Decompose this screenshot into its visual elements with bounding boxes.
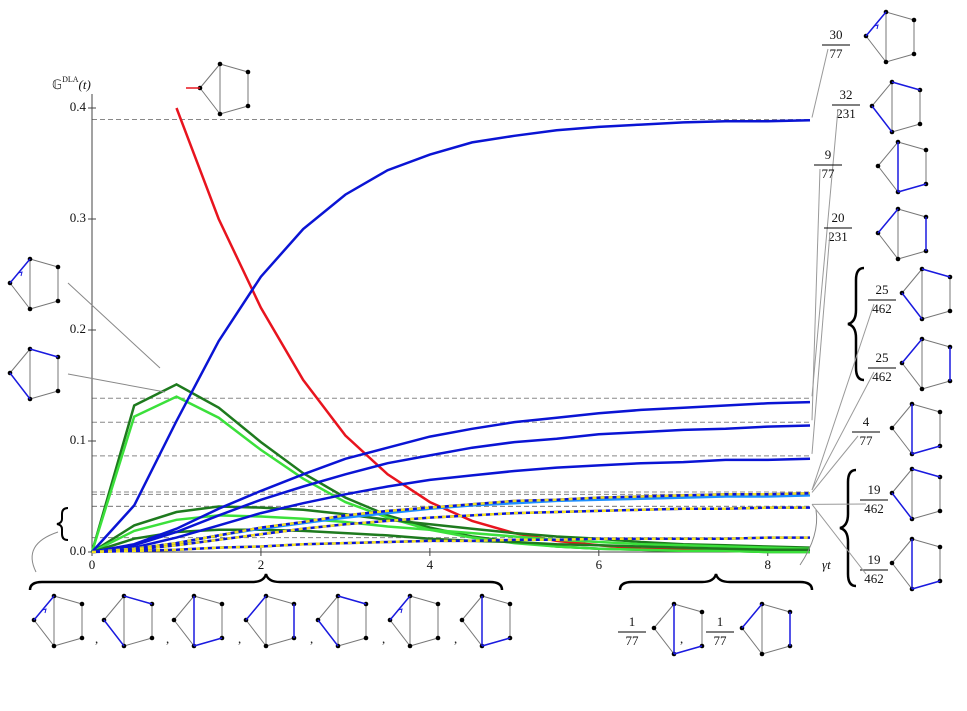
fraction-denominator: 77 (860, 433, 874, 448)
fraction-numerator: 19 (868, 552, 881, 567)
pointer-arrow (811, 48, 829, 118)
x-tick-label: 2 (258, 557, 265, 572)
fraction-numerator: 1 (717, 614, 724, 629)
series-line-dash (91, 491, 811, 554)
series-line (91, 457, 811, 554)
fraction-numerator: 30 (830, 27, 843, 42)
pointer-arrow (811, 504, 867, 575)
pointer-arrow (811, 371, 875, 491)
fraction-numerator: 1 (629, 614, 636, 629)
separator: , (238, 631, 241, 646)
fraction-denominator: 77 (830, 46, 844, 61)
fraction-numerator: 20 (832, 210, 845, 225)
x-tick-label: 0 (89, 557, 96, 572)
y-label-part: 𝔾 (52, 77, 62, 92)
pointer-arrow (811, 303, 875, 491)
x-tick-label: 8 (765, 557, 772, 572)
series-line (91, 536, 810, 554)
fraction-numerator: 4 (863, 414, 870, 429)
pointer-arrow (811, 435, 859, 493)
y-axis-label: 𝔾DLA(t) (52, 75, 91, 92)
y-tick-label: 0.4 (70, 99, 87, 114)
series-line (90, 395, 810, 554)
fraction-numerator: 25 (876, 282, 889, 297)
series-line (175, 107, 811, 553)
y-label-part: (t) (79, 77, 91, 92)
fraction-numerator: 32 (840, 87, 853, 102)
separator: , (166, 631, 169, 646)
pointer-arrow (811, 108, 839, 397)
fraction-denominator: 231 (836, 106, 856, 121)
fraction-numerator: 19 (868, 482, 881, 497)
series-line (91, 400, 811, 554)
pointer-arrow (811, 231, 831, 454)
y-label-part: DLA (62, 75, 79, 84)
separator: , (382, 631, 385, 646)
y-tick-label: 0.3 (70, 210, 86, 225)
fraction-denominator: 77 (822, 166, 836, 181)
separator: , (310, 631, 313, 646)
fraction-denominator: 231 (828, 229, 848, 244)
y-tick-label: 0.0 (70, 543, 86, 558)
y-tick-label: 0.2 (70, 321, 86, 336)
x-tick-label: 4 (427, 557, 434, 572)
graph-icons (8, 10, 953, 657)
series-line-dash (91, 506, 810, 554)
series-line (91, 514, 811, 554)
separator: , (680, 631, 683, 646)
y-tick-label: 0.1 (70, 432, 86, 447)
fraction-numerator: 9 (825, 147, 832, 162)
fraction-denominator: 462 (872, 369, 892, 384)
separator: , (454, 631, 457, 646)
plot-area: 0.0 0.1 0.2 0.3 0.4 0 2 4 6 8 𝔾DLA(t) γt (52, 75, 831, 572)
series-line (91, 118, 811, 553)
separator: , (95, 631, 98, 646)
fraction-numerator: 25 (876, 350, 889, 365)
fraction-denominator: 462 (872, 301, 892, 316)
fraction-denominator: 77 (714, 633, 728, 648)
x-axis-label: γt (822, 557, 831, 572)
series-line (91, 424, 811, 554)
x-tick-label: 6 (596, 557, 603, 572)
pointer-arrow (811, 168, 821, 421)
fraction-denominator: 462 (864, 501, 884, 516)
fraction-denominator: 462 (864, 571, 884, 586)
fraction-denominator: 77 (626, 633, 640, 648)
